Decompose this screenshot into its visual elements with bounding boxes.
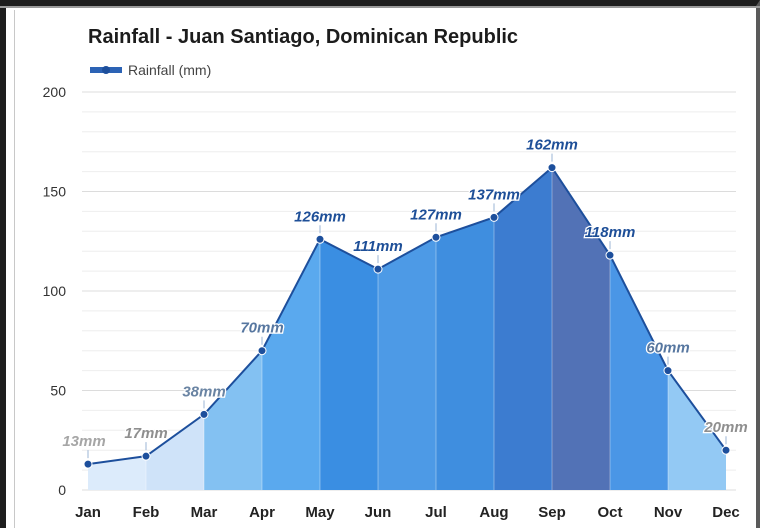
x-tick-label: Mar (191, 504, 218, 521)
data-point-feb (141, 451, 151, 461)
data-label: 137mm (468, 186, 520, 203)
y-tick-label: 50 (50, 383, 66, 399)
legend-swatch-icon (90, 61, 122, 79)
area-segment-jun (378, 237, 436, 490)
area-segment-jul (436, 217, 494, 490)
data-label: 13mm (62, 433, 105, 450)
area-segment-jan (88, 456, 146, 490)
data-label: 17mm (124, 425, 167, 442)
legend-label: Rainfall (mm) (128, 62, 212, 78)
rainfall-line (87, 166, 727, 466)
x-tick-label: Oct (597, 504, 622, 521)
x-tick-label: May (305, 504, 335, 521)
data-label: 111mm (353, 238, 402, 255)
data-point-oct (605, 250, 615, 260)
data-point-jul (431, 232, 441, 242)
data-label: 127mm (410, 206, 462, 223)
data-label: 118mm (585, 224, 636, 241)
data-point-mar (199, 409, 209, 419)
data-point-sep (547, 163, 557, 173)
x-tick-label: Nov (654, 504, 683, 521)
area-segment-oct (610, 255, 668, 490)
x-tick-label: Sep (538, 504, 566, 521)
x-tick-label: Dec (712, 504, 740, 521)
area-segment-nov (668, 370, 726, 490)
area-segment-feb (146, 414, 204, 490)
x-tick-label: Jul (425, 504, 447, 521)
y-tick-label: 100 (43, 283, 67, 299)
x-tick-label: Apr (249, 504, 275, 521)
y-tick-label: 200 (43, 84, 67, 100)
chart-title: Rainfall - Juan Santiago, Dominican Repu… (88, 26, 519, 48)
x-tick-label: Jan (75, 504, 101, 521)
data-label: 20mm (703, 419, 747, 436)
data-point-may (315, 234, 325, 244)
area-segment-apr (262, 239, 320, 490)
data-point-jan (83, 459, 93, 469)
legend: Rainfall (mm) (90, 61, 211, 79)
x-tick-label: Feb (133, 504, 160, 521)
area-segment-may (320, 239, 378, 490)
data-label: 38mm (182, 383, 225, 400)
data-label: 70mm (240, 320, 283, 337)
data-label: 162mm (526, 137, 578, 154)
data-point-apr (257, 346, 267, 356)
y-tick-label: 150 (43, 184, 67, 200)
data-point-dec (721, 445, 731, 455)
data-label: 60mm (646, 340, 689, 357)
area-segment-sep (552, 167, 610, 490)
data-point-aug (489, 212, 499, 222)
x-tick-label: Aug (479, 504, 508, 521)
area-segment-aug (494, 167, 552, 490)
left-divider (14, 10, 15, 528)
top-divider (0, 6, 760, 8)
area-segment-mar (204, 350, 262, 490)
data-point-jun (373, 264, 383, 274)
x-tick-label: Jun (365, 504, 392, 521)
data-point-nov (663, 366, 673, 376)
data-label: 126mm (294, 208, 346, 225)
y-tick-label: 0 (58, 482, 66, 498)
